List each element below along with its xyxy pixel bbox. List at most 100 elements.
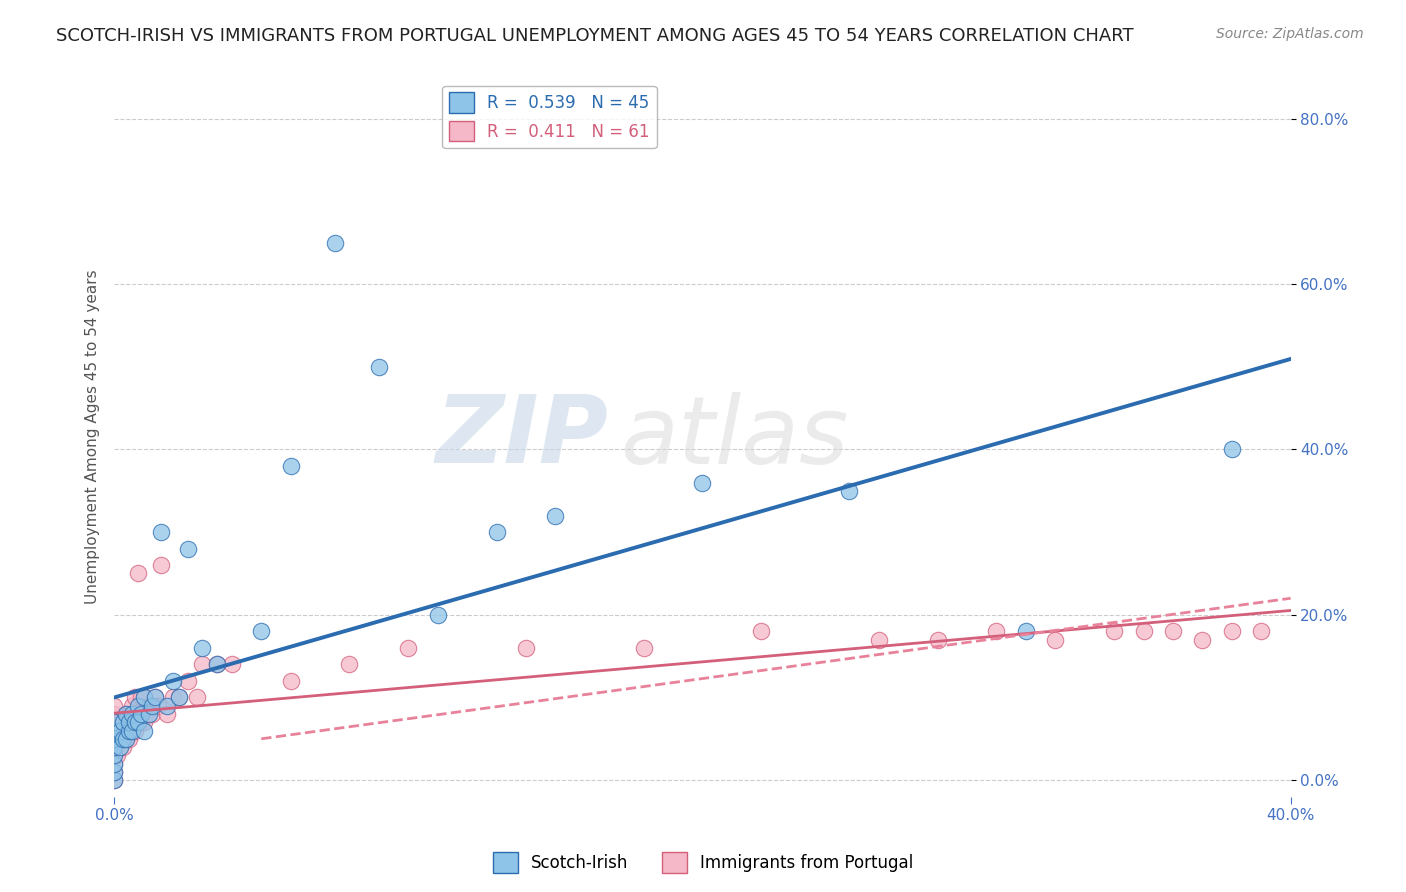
Point: [1015, 624, 1038, 639]
Point: [105, 723, 128, 738]
Point: [127, 698, 149, 713]
Point: [103, 748, 125, 763]
Point: [118, 723, 141, 738]
Point: [132, 723, 155, 738]
Point: [111, 715, 134, 730]
Point: [121, 723, 143, 738]
Point: [162, 673, 184, 688]
Point: [121, 706, 143, 721]
Point: [141, 698, 163, 713]
Point: [927, 632, 949, 647]
Point: [129, 706, 152, 721]
Point: [515, 640, 537, 655]
Point: [205, 657, 228, 672]
Point: [167, 690, 190, 705]
Point: [1132, 624, 1154, 639]
Point: [177, 541, 200, 556]
Point: [250, 624, 273, 639]
Point: [132, 715, 155, 730]
Point: [221, 657, 243, 672]
Point: [103, 748, 125, 763]
Point: [103, 756, 125, 771]
Point: [339, 657, 361, 672]
Point: [186, 690, 208, 705]
Point: [108, 723, 131, 738]
Point: [103, 740, 125, 755]
Point: [544, 508, 567, 523]
Point: [1045, 632, 1067, 647]
Point: [111, 715, 134, 730]
Point: [177, 673, 200, 688]
Point: [115, 731, 138, 746]
Text: SCOTCH-IRISH VS IMMIGRANTS FROM PORTUGAL UNEMPLOYMENT AMONG AGES 45 TO 54 YEARS : SCOTCH-IRISH VS IMMIGRANTS FROM PORTUGAL…: [56, 27, 1133, 45]
Point: [145, 690, 167, 705]
Legend: R =  0.539   N = 45, R =  0.411   N = 61: R = 0.539 N = 45, R = 0.411 N = 61: [443, 86, 657, 148]
Point: [132, 690, 155, 705]
Point: [103, 756, 125, 771]
Point: [838, 483, 860, 498]
Point: [367, 359, 389, 374]
Point: [633, 640, 655, 655]
Point: [108, 715, 131, 730]
Point: [132, 690, 155, 705]
Point: [426, 607, 449, 622]
Point: [162, 690, 184, 705]
Point: [141, 706, 163, 721]
Point: [103, 715, 125, 730]
Point: [205, 657, 228, 672]
Point: [138, 706, 160, 721]
Point: [868, 632, 890, 647]
Point: [103, 764, 125, 779]
Point: [167, 690, 190, 705]
Point: [129, 690, 152, 705]
Point: [191, 657, 214, 672]
Point: [127, 715, 149, 730]
Point: [121, 698, 143, 713]
Point: [103, 731, 125, 746]
Point: [150, 525, 173, 540]
Point: [121, 723, 143, 738]
Point: [103, 706, 125, 721]
Point: [127, 566, 149, 581]
Text: ZIP: ZIP: [436, 391, 609, 483]
Point: [129, 715, 152, 730]
Point: [103, 698, 125, 713]
Point: [1191, 632, 1213, 647]
Point: [115, 706, 138, 721]
Point: [118, 731, 141, 746]
Point: [150, 558, 173, 573]
Point: [105, 748, 128, 763]
Point: [1220, 624, 1243, 639]
Point: [103, 773, 125, 788]
Point: [148, 698, 170, 713]
Point: [749, 624, 772, 639]
Point: [1161, 624, 1184, 639]
Point: [111, 731, 134, 746]
Point: [103, 740, 125, 755]
Point: [124, 723, 146, 738]
Point: [986, 624, 1008, 639]
Point: [145, 690, 167, 705]
Point: [103, 731, 125, 746]
Point: [485, 525, 508, 540]
Point: [1250, 624, 1272, 639]
Point: [124, 715, 146, 730]
Point: [115, 706, 138, 721]
Point: [118, 706, 141, 721]
Point: [692, 475, 714, 490]
Point: [103, 715, 125, 730]
Point: [1220, 442, 1243, 457]
Point: [1102, 624, 1125, 639]
Point: [156, 706, 179, 721]
Point: [280, 673, 302, 688]
Point: [118, 723, 141, 738]
Point: [108, 740, 131, 755]
Point: [191, 640, 214, 655]
Point: [280, 458, 302, 473]
Legend: Scotch-Irish, Immigrants from Portugal: Scotch-Irish, Immigrants from Portugal: [486, 846, 920, 880]
Text: Source: ZipAtlas.com: Source: ZipAtlas.com: [1216, 27, 1364, 41]
Point: [108, 740, 131, 755]
Point: [135, 706, 157, 721]
Text: atlas: atlas: [620, 392, 848, 483]
Point: [103, 723, 125, 738]
